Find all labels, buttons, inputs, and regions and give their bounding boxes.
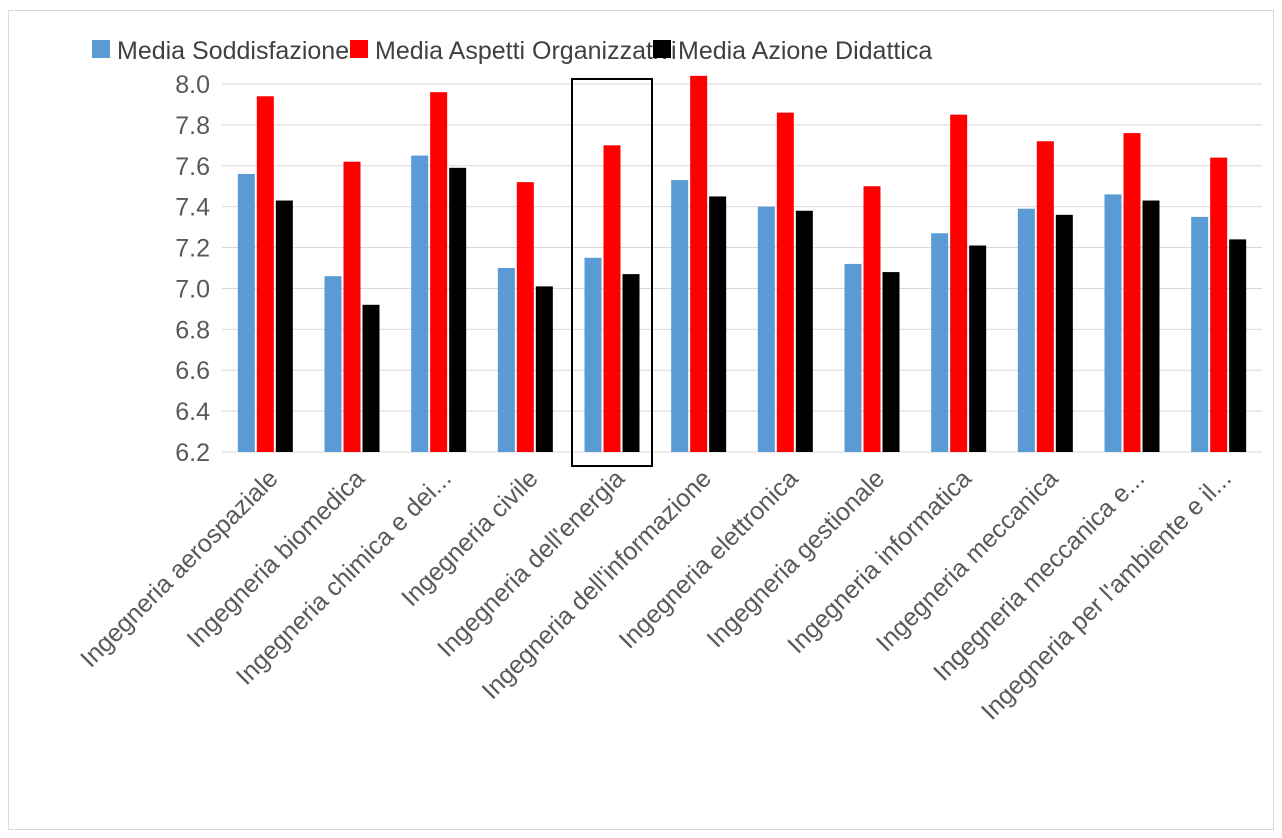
legend-label: Media Azione Didattica [678, 37, 932, 65]
bar [1017, 208, 1035, 452]
bar [497, 268, 515, 452]
bar [690, 75, 708, 453]
legend: Media Soddisfazione Media Aspetti Organiz… [92, 37, 932, 65]
bar [863, 186, 881, 452]
bar [343, 161, 361, 452]
y-axis-ticks: 6.2 6.4 6.6 6.8 7.0 7.2 7.4 7.6 7.8 8.0 [175, 71, 210, 467]
y-tick-label: 7.6 [175, 153, 210, 181]
y-tick-label: 7.8 [175, 112, 210, 140]
y-tick-label: 7.4 [175, 194, 210, 222]
bar [584, 257, 602, 452]
bar [795, 210, 813, 452]
chart-frame [8, 10, 1274, 830]
legend-swatch [350, 40, 368, 58]
legend-swatch [92, 40, 110, 58]
bar [709, 196, 727, 452]
legend-swatch [653, 40, 671, 58]
bar [256, 96, 274, 453]
bar [362, 304, 380, 452]
legend-label: Media Aspetti Organizzativi [375, 37, 677, 65]
bar [969, 245, 987, 452]
bar [275, 200, 293, 452]
bar [449, 167, 467, 453]
y-tick-label: 7.2 [175, 235, 210, 263]
bar [516, 182, 534, 452]
legend-label: Media Soddisfazione [117, 37, 349, 65]
y-tick-label: 6.2 [175, 439, 210, 467]
bar [622, 274, 640, 452]
bar [1123, 133, 1141, 453]
bar [1210, 157, 1228, 452]
bar [931, 233, 949, 452]
bar [237, 173, 255, 452]
bar [882, 272, 900, 452]
y-tick-label: 7.0 [175, 275, 210, 303]
bar [430, 92, 448, 452]
bar [1229, 239, 1247, 452]
bar [844, 263, 862, 452]
bars [237, 75, 1247, 453]
y-tick-label: 6.6 [175, 357, 210, 385]
y-tick-label: 6.4 [175, 398, 210, 426]
bar [1036, 141, 1054, 452]
highlight-rect [571, 78, 653, 467]
highlight-box [571, 78, 653, 467]
bar [1142, 200, 1160, 452]
bar [1191, 216, 1209, 452]
y-tick-label: 8.0 [175, 71, 210, 99]
bar [950, 114, 968, 453]
bar [1104, 194, 1122, 452]
bar [1055, 214, 1073, 452]
bar [776, 112, 794, 452]
bar [535, 286, 553, 452]
bar [671, 180, 689, 453]
bar [324, 276, 342, 452]
y-tick-label: 6.8 [175, 316, 210, 344]
bar [757, 206, 775, 452]
gridlines [222, 83, 1262, 453]
bar [603, 145, 621, 453]
bar [411, 155, 429, 453]
